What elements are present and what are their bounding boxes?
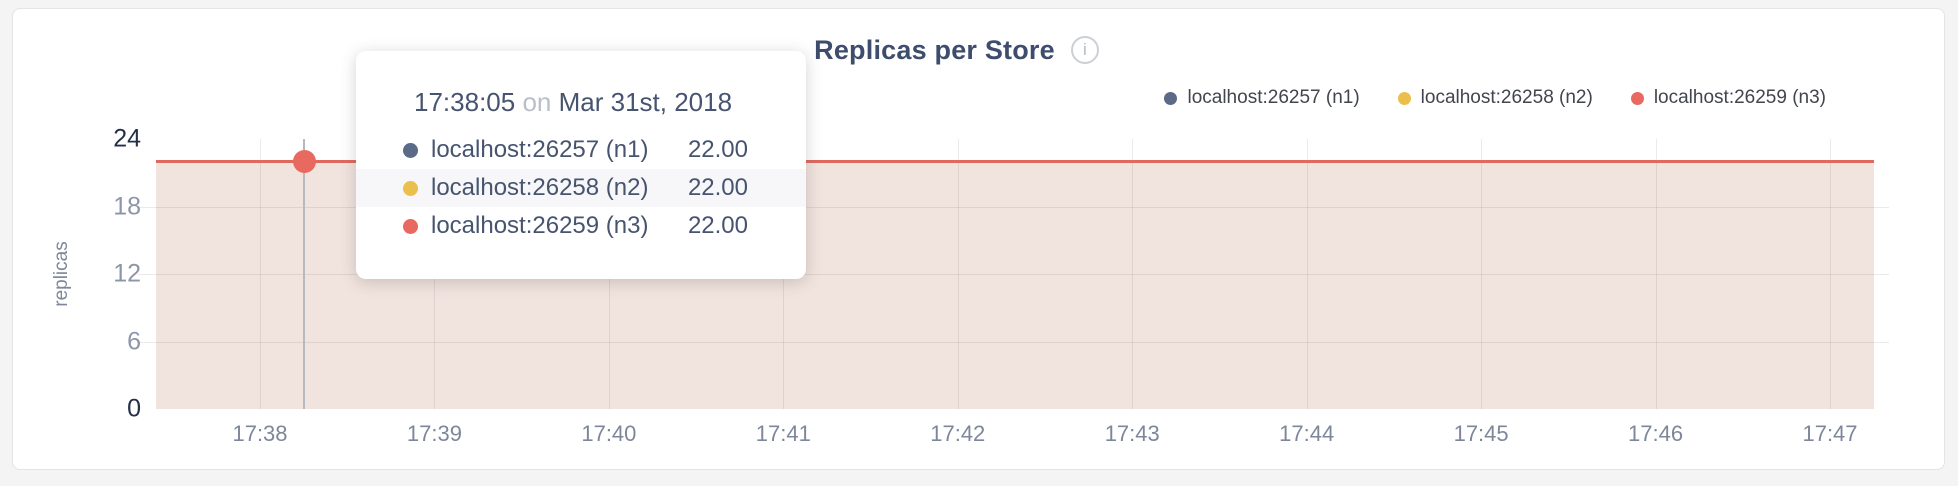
tooltip-date: Mar 31st, 2018 [558, 87, 733, 117]
series-dot-icon [403, 142, 418, 158]
y-tick-label: 18 [113, 192, 141, 220]
y-tick-label: 0 [127, 394, 141, 423]
tooltip-connector: on [522, 87, 552, 117]
x-tick-label: 17:41 [755, 421, 811, 446]
series-value: 22.00 [687, 174, 748, 201]
value-line [156, 160, 1874, 163]
chart-title: Replicas per Store [814, 34, 1055, 65]
tooltip: 17:38:05 on Mar 31st, 2018 localhost:262… [356, 51, 806, 279]
x-tick-label: 17:38 [232, 421, 288, 446]
legend-dot-icon [1164, 91, 1178, 105]
y-tick-label: 6 [127, 327, 141, 355]
y-tick-label: 24 [113, 124, 141, 153]
h-gridline [138, 341, 1889, 343]
legend-dot-icon [1630, 91, 1644, 105]
v-gridline [1306, 139, 1308, 409]
series-label: localhost:26257 (n1) [431, 136, 649, 163]
hover-point [293, 150, 316, 173]
v-gridline [957, 139, 959, 409]
y-tick-label: 12 [113, 259, 141, 288]
series-label: localhost:26259 (n3) [431, 212, 649, 239]
legend-label: localhost:26259 (n3) [1653, 87, 1826, 108]
tooltip-row: localhost:26258 (n2) 22.00 [356, 169, 806, 207]
series-value: 22.00 [687, 212, 748, 239]
legend-item: localhost:26257 (n1) [1164, 87, 1360, 109]
legend-item: localhost:26258 (n2) [1397, 87, 1593, 109]
chart-legend: localhost:26257 (n1) localhost:26258 (n2… [1164, 87, 1826, 109]
v-gridline [1830, 139, 1831, 409]
v-gridline [1481, 139, 1483, 409]
hover-guideline [303, 139, 305, 409]
tooltip-title: 17:38:05 on Mar 31st, 2018 [414, 87, 776, 118]
tooltip-time: 17:38:05 [414, 87, 516, 117]
chart-header: Replicas per Store i [0, 33, 1922, 67]
x-tick-label: 17:47 [1802, 421, 1858, 446]
x-tick-label: 17:39 [406, 421, 462, 446]
h-gridline [138, 206, 1889, 208]
x-tick-label: 17:46 [1628, 421, 1684, 446]
series-value: 22.00 [687, 136, 748, 163]
legend-item: localhost:26259 (n3) [1630, 87, 1826, 109]
h-gridline [138, 274, 1889, 275]
x-tick-label: 17:42 [930, 421, 986, 446]
series-dot-icon [403, 218, 418, 234]
tooltip-row: localhost:26257 (n1) 22.00 [356, 131, 806, 169]
v-gridline [1655, 139, 1657, 409]
series-label: localhost:26258 (n2) [431, 174, 649, 201]
chart-card: Replicas per Store i localhost:26257 (n1… [12, 8, 1945, 470]
x-tick-label: 17:44 [1279, 421, 1335, 446]
v-gridline [1132, 139, 1134, 409]
tooltip-rows: localhost:26257 (n1) 22.00 localhost:262… [356, 131, 806, 245]
legend-label: localhost:26257 (n1) [1187, 87, 1360, 108]
x-tick-label: 17:45 [1453, 421, 1509, 446]
legend-label: localhost:26258 (n2) [1420, 87, 1593, 108]
info-icon[interactable]: i [1070, 36, 1099, 64]
v-gridline [260, 139, 261, 409]
legend-dot-icon [1397, 91, 1411, 105]
tooltip-row: localhost:26259 (n3) 22.00 [356, 207, 806, 245]
x-tick-label: 17:43 [1104, 421, 1160, 446]
x-tick-label: 17:40 [581, 421, 637, 446]
series-dot-icon [403, 180, 418, 196]
